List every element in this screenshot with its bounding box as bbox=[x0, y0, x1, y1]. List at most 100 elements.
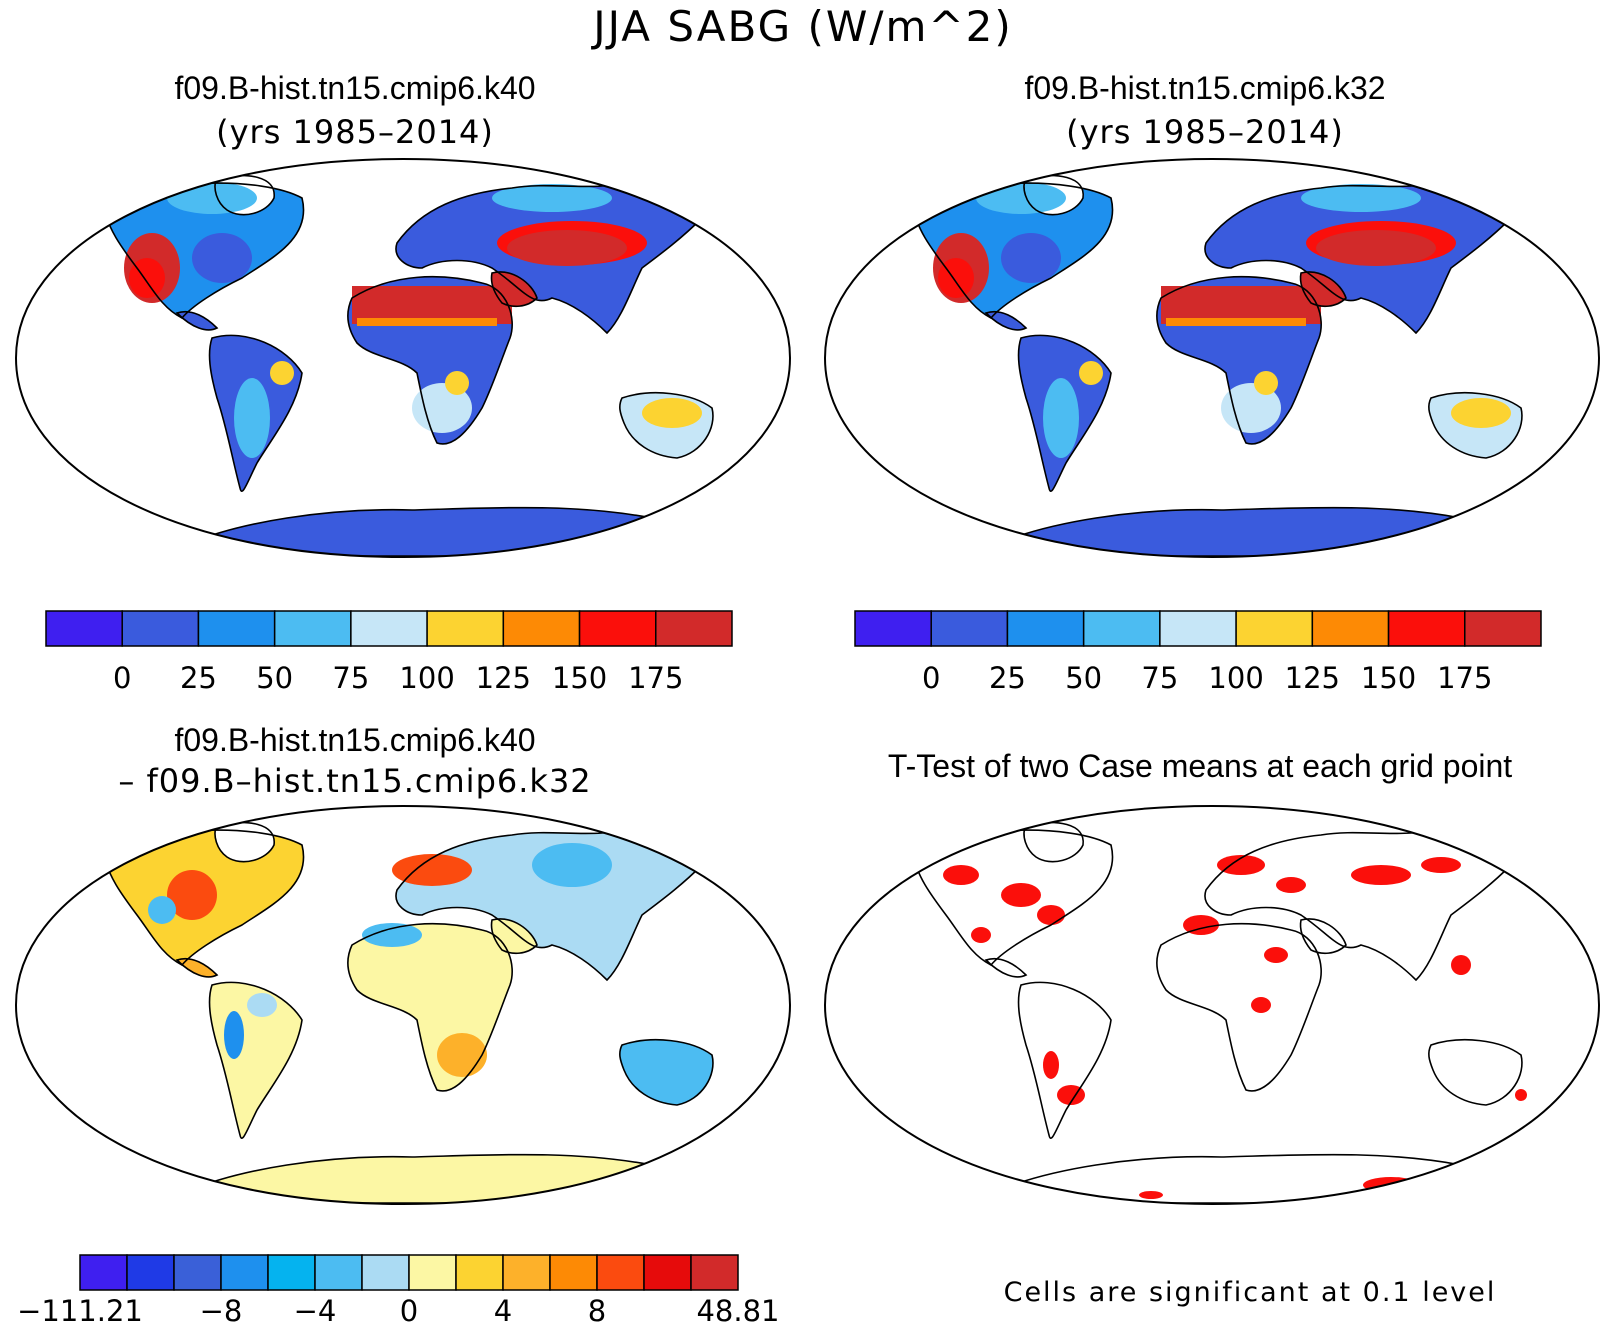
colorbar-case2-swatch bbox=[1464, 610, 1542, 647]
colorbar-diff-label: −111.21 bbox=[17, 1294, 143, 1327]
colorbar-diff-label: 0 bbox=[400, 1294, 418, 1327]
coastline-ar bbox=[1299, 271, 1347, 308]
colorbar-case2-label: 50 bbox=[1065, 661, 1102, 695]
colorbar-diff-label: 8 bbox=[588, 1294, 606, 1327]
map-ttest bbox=[823, 805, 1601, 1206]
colorbar-case1: 0 25 50 75 100 125 150 175 bbox=[45, 610, 733, 695]
significant-region bbox=[1351, 865, 1411, 885]
colorbar-case2: 0 25 50 75 100 125 150 175 bbox=[854, 610, 1542, 695]
significant-region bbox=[1139, 1191, 1163, 1199]
colorbar-case2-label: 125 bbox=[1285, 661, 1340, 695]
significant-region bbox=[1183, 915, 1219, 935]
coastline-ca bbox=[984, 310, 1028, 331]
colorbar-case2-swatch bbox=[1235, 610, 1314, 647]
colorbar-case2-swatch bbox=[1159, 610, 1237, 647]
significant-region bbox=[1421, 857, 1461, 873]
colorbar-case1-swatch bbox=[273, 610, 352, 647]
coastline-af bbox=[347, 275, 513, 445]
coastline-eu bbox=[1204, 184, 1512, 335]
colorbar-case2-label: 0 bbox=[922, 661, 940, 695]
figure-title: JJA SABG (W/m^2) bbox=[593, 2, 1013, 51]
colorbar-case1-swatch bbox=[45, 610, 123, 647]
colorbar-diff-swatch bbox=[361, 1254, 410, 1291]
colorbar-case1-label: 100 bbox=[399, 661, 454, 695]
colorbar-case2-swatch bbox=[1311, 610, 1390, 647]
coastline-ca bbox=[984, 957, 1028, 978]
coastline-na bbox=[103, 829, 305, 966]
significant-region bbox=[1264, 947, 1288, 963]
colorbar-diff-swatch bbox=[173, 1254, 222, 1291]
coastline-ar bbox=[490, 271, 538, 308]
coastline-af bbox=[1156, 275, 1322, 445]
colorbar-diff-swatch bbox=[79, 1254, 128, 1291]
coastline-af bbox=[347, 922, 513, 1092]
colorbar-case2-label: 25 bbox=[989, 661, 1026, 695]
colorbar-case1-swatch bbox=[121, 610, 200, 647]
significant-region bbox=[1217, 855, 1265, 875]
colorbar-case1-swatch bbox=[655, 610, 733, 647]
coastline-eu bbox=[1204, 831, 1512, 982]
colorbar-diff-label: −4 bbox=[294, 1294, 337, 1327]
coastline-sa bbox=[208, 334, 303, 492]
significant-region bbox=[1515, 1089, 1527, 1101]
colorbar-case2-swatch bbox=[930, 610, 1009, 647]
coastline-green bbox=[1023, 174, 1084, 216]
colorbar-diff-swatch bbox=[220, 1254, 269, 1291]
significant-region bbox=[1363, 1177, 1419, 1193]
significant-region bbox=[1001, 883, 1041, 907]
colorbar-case1-label: 25 bbox=[180, 661, 217, 695]
significance-note: Cells are significant at 0.1 level bbox=[1003, 1277, 1497, 1308]
colorbar-case1-swatch bbox=[350, 610, 428, 647]
ttest-title: T-Test of two Case means at each grid po… bbox=[887, 748, 1513, 784]
significant-region bbox=[1251, 997, 1271, 1013]
colorbar-case2-label: 150 bbox=[1361, 661, 1416, 695]
coastline-sa bbox=[1017, 334, 1112, 492]
colorbar-case2-label: 100 bbox=[1208, 661, 1263, 695]
significant-region bbox=[1037, 905, 1065, 925]
colorbar-diff-swatch bbox=[643, 1254, 692, 1291]
coastline-eu bbox=[395, 831, 703, 982]
coastline-au bbox=[1428, 392, 1523, 459]
coastline-ant bbox=[970, 1153, 1553, 1204]
map-boundary bbox=[823, 805, 1601, 1206]
case1-subtitle: (yrs 1985–2014) bbox=[216, 113, 494, 151]
diff-subtitle: – f09.B–hist.tn15.cmip6.k32 bbox=[118, 762, 592, 800]
map-boundary bbox=[14, 158, 792, 559]
significant-region bbox=[1451, 955, 1471, 975]
colorbar-case2-swatch bbox=[1082, 610, 1161, 647]
colorbar-case1-label: 0 bbox=[113, 661, 131, 695]
colorbar-case2-swatch bbox=[854, 610, 932, 647]
colorbar-diff-swatch bbox=[549, 1254, 598, 1291]
coastline-ar bbox=[490, 918, 538, 955]
colorbar-case1-label: 125 bbox=[476, 661, 531, 695]
case1-title: f09.B-hist.tn15.cmip6.k40 bbox=[174, 70, 536, 106]
map-case1 bbox=[14, 158, 792, 559]
colorbar-diff-swatch bbox=[126, 1254, 175, 1291]
coastline-sa bbox=[208, 981, 303, 1139]
colorbar-diff-swatch bbox=[502, 1254, 551, 1291]
colorbar-case1-swatch bbox=[578, 610, 657, 647]
colorbar-diff-swatch bbox=[690, 1254, 739, 1291]
map-case2 bbox=[823, 158, 1601, 559]
coastline-ar bbox=[1299, 918, 1347, 955]
colorbar-diff: −111.21 −8 −4 0 4 8 48.81 bbox=[17, 1254, 780, 1327]
map-boundary bbox=[823, 158, 1601, 559]
colorbar-case1-label: 75 bbox=[332, 661, 369, 695]
colorbar-diff-swatch bbox=[314, 1254, 363, 1291]
coastline-au bbox=[619, 1039, 714, 1106]
colorbar-case2-swatch bbox=[1006, 610, 1085, 647]
coastline-green bbox=[214, 821, 275, 863]
colorbar-case1-label: 50 bbox=[256, 661, 293, 695]
coastline-green bbox=[1023, 821, 1084, 863]
coastline-na bbox=[103, 182, 305, 319]
coastline-ca bbox=[175, 957, 219, 978]
coastline-ca bbox=[175, 310, 219, 331]
colorbar-case2-label: 75 bbox=[1141, 661, 1178, 695]
coastline-au bbox=[619, 392, 714, 459]
coastline-au bbox=[1428, 1039, 1523, 1106]
colorbar-diff-swatch bbox=[596, 1254, 645, 1291]
colorbar-case1-swatch bbox=[502, 610, 581, 647]
coastline-na bbox=[912, 829, 1114, 966]
colorbar-case2-swatch bbox=[1387, 610, 1466, 647]
significant-region bbox=[943, 865, 979, 885]
